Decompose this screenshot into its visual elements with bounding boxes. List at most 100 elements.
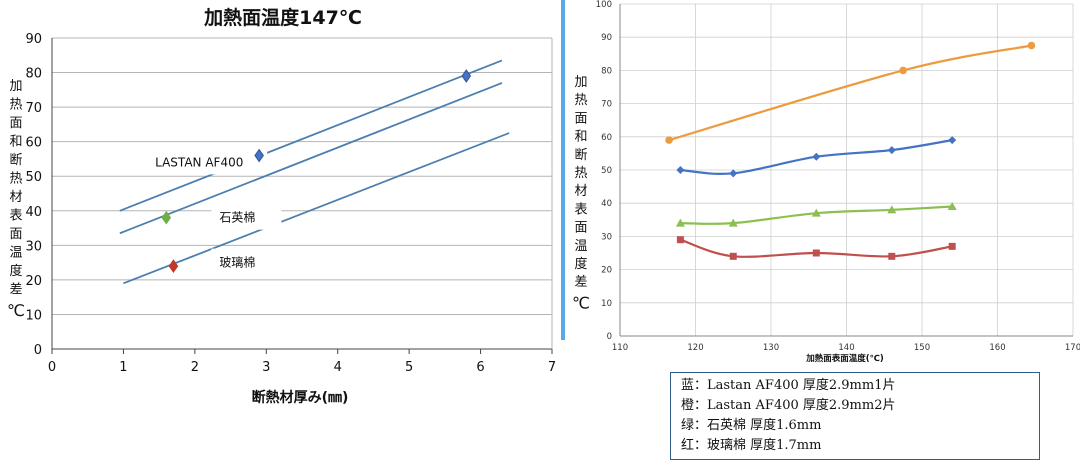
data-point: [729, 169, 738, 178]
y-tick-label: 10: [25, 308, 42, 323]
y-tick-label: 30: [601, 232, 612, 242]
y-tick-label: 50: [25, 170, 42, 185]
y-tick-label: 40: [601, 199, 612, 209]
y-axis-label-char: 面: [9, 116, 22, 131]
y-tick-label: 50: [601, 166, 612, 176]
data-point: [887, 146, 896, 155]
legend-line-orange: 橙：Lastan AF400 厚度2.9mm2片: [681, 398, 896, 413]
y-axis-label-char: 表: [9, 209, 22, 224]
y-tick-label: 80: [25, 67, 42, 82]
y-tick-label: 100: [596, 0, 612, 10]
trendline: [123, 132, 510, 285]
data-point: [254, 148, 264, 163]
y-axis-label-char: 度: [574, 256, 587, 272]
data-point: [675, 218, 685, 227]
x-tick-label: 4: [334, 360, 342, 375]
data-point: [728, 218, 738, 227]
y-axis-label-char: 断: [574, 148, 587, 163]
x-tick-label: 150: [914, 343, 930, 353]
x-axis-label: 断熱材厚み(㎜): [252, 389, 349, 406]
data-label: LASTAN AF400: [155, 155, 243, 169]
y-axis-label-char: 材: [9, 190, 22, 205]
panel-divider: [561, 0, 565, 340]
y-axis-label-char: 温: [9, 246, 22, 261]
x-tick-label: 7: [548, 360, 556, 375]
x-tick-label: 170: [1065, 343, 1080, 353]
y-tick-label: 20: [601, 266, 612, 276]
data-point: [161, 210, 172, 225]
y-tick-label: 90: [601, 33, 612, 43]
y-axis-label-char: ℃: [572, 293, 590, 312]
y-tick-label: 90: [25, 32, 42, 47]
y-axis-label-char: 热: [574, 166, 587, 181]
x-tick-label: 160: [989, 343, 1005, 353]
y-axis-label-char: ℃: [7, 301, 25, 320]
x-axis-label: 加熱面表面温度(℃): [805, 353, 884, 364]
data-point: [899, 66, 907, 75]
data-point: [948, 242, 956, 250]
data-label-bg: [211, 203, 282, 230]
x-tick-label: 0: [48, 360, 56, 375]
y-axis-label-char: 加: [9, 79, 22, 94]
x-tick-label: 130: [763, 343, 779, 353]
y-axis-label-char: 断: [9, 153, 22, 168]
y-tick-label: 70: [25, 101, 42, 116]
y-axis-label-char: 差: [574, 275, 587, 290]
y-axis-label-char: 面: [9, 227, 22, 242]
data-label: 石英棉: [219, 211, 255, 225]
y-tick-label: 0: [607, 332, 612, 342]
y-tick-label: 10: [601, 299, 612, 309]
data-point: [665, 136, 673, 144]
left-chart-panel: 加熱面温度147℃ 0 10 20 30 40 50 60 70 80 90 0 1 2 3 4 5 6 7 断熱材厚…: [7, 6, 556, 406]
left-chart: 加熱面温度147℃ 0 10 20 30 40 50 60 70 80 90 0 1 2 3 4 5 6 7 断熱材厚…: [7, 6, 556, 406]
data-point: [888, 252, 896, 260]
series-line: [668, 44, 1032, 142]
chart-title: 加熱面温度147℃: [203, 6, 362, 29]
y-axis-label-char: 热: [9, 172, 22, 187]
y-axis-label-char: 材: [574, 184, 587, 199]
y-tick-label: 20: [25, 274, 42, 289]
y-tick-label: 40: [25, 205, 42, 220]
right-chart: 0 10 20 30 40 50 60 70 80 90 100 110 120 130 140 150 160…: [572, 0, 1080, 364]
trendline: [119, 59, 503, 212]
data-point: [729, 252, 737, 260]
x-tick-label: 2: [191, 360, 199, 375]
x-tick-label: 120: [687, 343, 703, 353]
y-tick-label: 80: [601, 66, 612, 76]
legend-line-red: 红：玻璃棉 厚度1.7mm: [681, 438, 822, 453]
data-point: [1027, 41, 1036, 50]
y-tick-label: 60: [25, 136, 42, 151]
y-axis-label-char: 热: [574, 93, 587, 108]
y-axis-label-char: 温: [574, 239, 587, 254]
y-axis-label-char: 差: [9, 283, 22, 298]
data-point: [461, 69, 472, 83]
data-point: [812, 249, 820, 257]
x-tick-label: 6: [476, 360, 484, 375]
right-chart-panel: 0 10 20 30 40 50 60 70 80 90 100 110 120 130 140 150 160…: [565, 0, 1080, 466]
data-point: [676, 236, 684, 244]
x-tick-label: 110: [612, 343, 628, 353]
data-point: [948, 136, 957, 145]
data-point: [887, 205, 897, 214]
data-point: [811, 208, 821, 217]
x-tick-label: 5: [405, 360, 413, 375]
y-axis-label-char: 度: [9, 263, 22, 279]
y-axis-label-char: 和: [9, 135, 22, 150]
x-tick-label: 140: [838, 343, 854, 353]
x-tick-label: 3: [262, 360, 270, 375]
y-axis-label-char: 加: [574, 75, 587, 90]
y-axis-label-char: 面: [574, 221, 587, 236]
y-axis-label-char: 表: [574, 202, 587, 217]
legend-box: 蓝：Lastan AF400 厚度2.9mm1片 橙：Lastan AF400 …: [670, 372, 1040, 460]
data-label-bg: [211, 248, 290, 275]
y-tick-label: 60: [601, 133, 612, 143]
data-label: 玻璃棉: [219, 256, 255, 270]
legend-line-green: 绿：石英棉 厚度1.6mm: [681, 418, 822, 433]
y-axis-label-char: 热: [9, 98, 22, 113]
trendline: [119, 82, 503, 235]
y-tick-label: 0: [34, 343, 42, 358]
data-label-bg: [147, 148, 268, 175]
data-point: [168, 259, 179, 273]
